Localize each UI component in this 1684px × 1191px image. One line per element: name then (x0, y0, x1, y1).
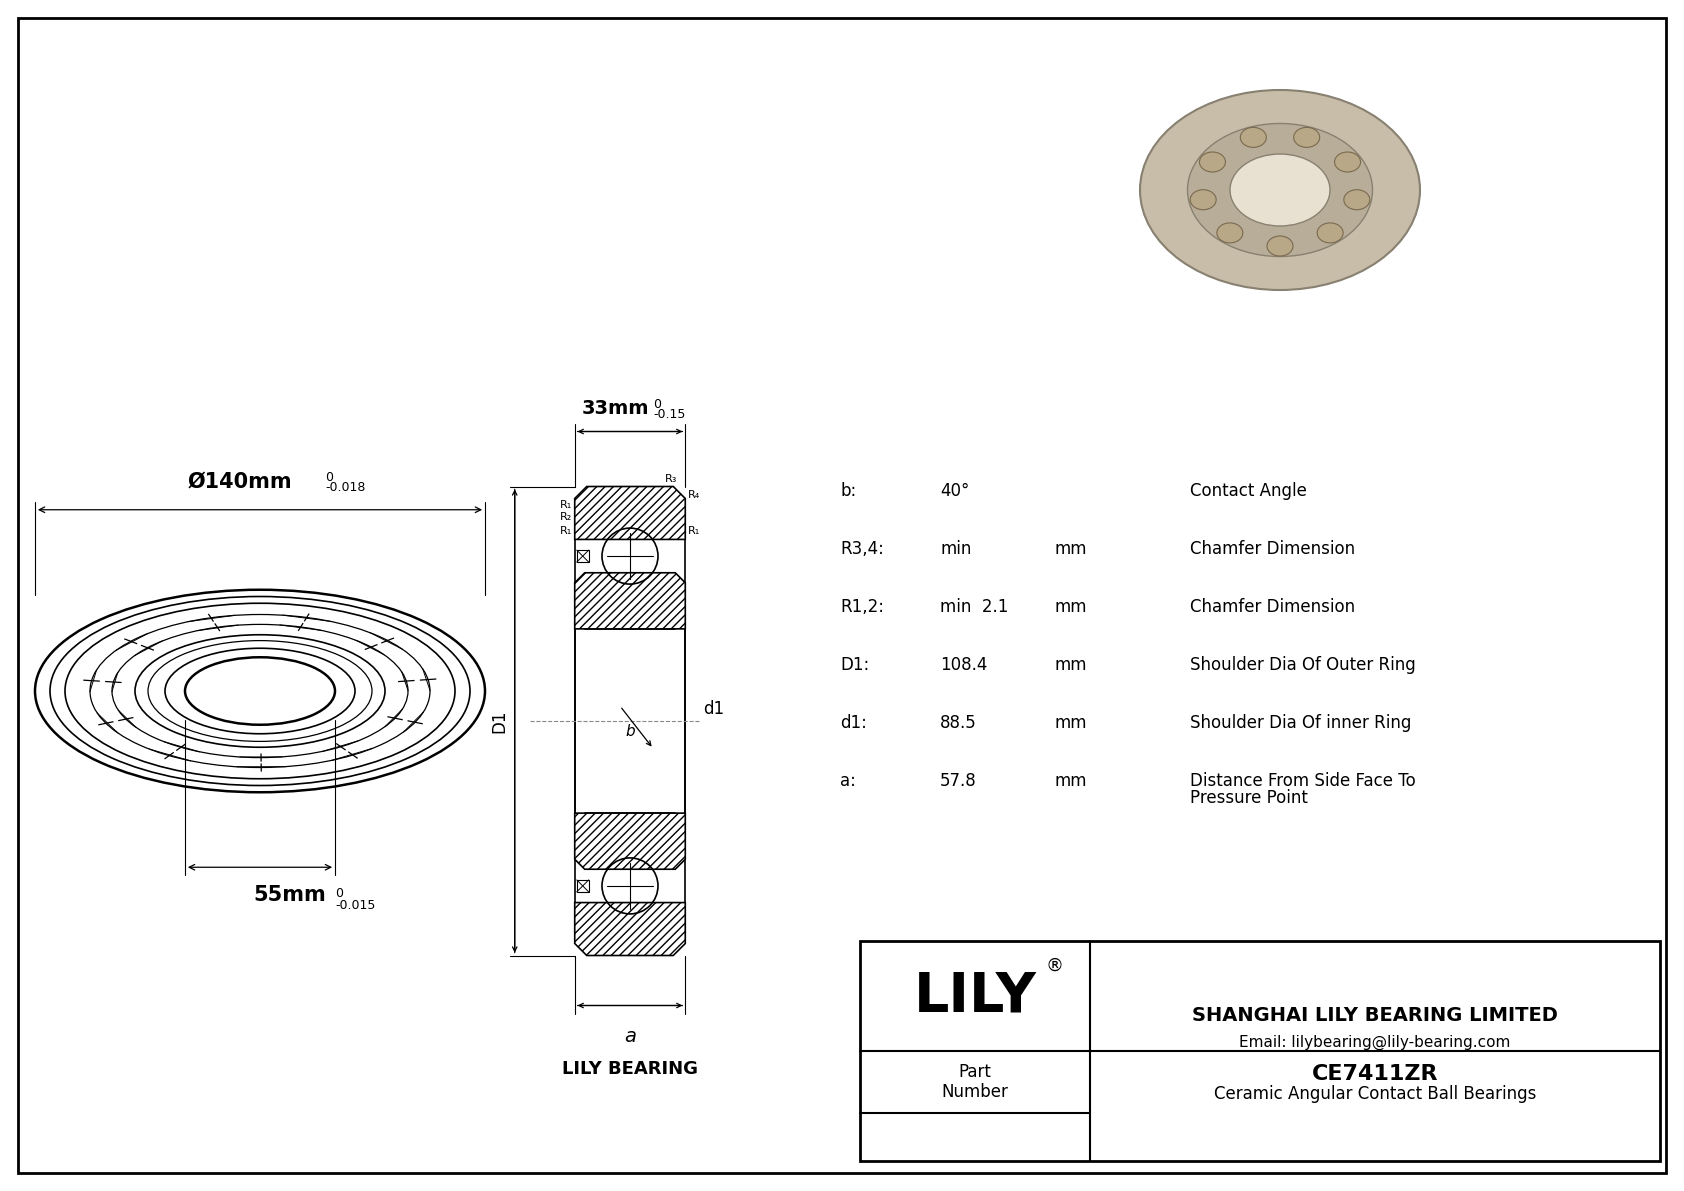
Text: Ø140mm: Ø140mm (187, 472, 293, 492)
Text: R₂: R₂ (559, 511, 573, 522)
Text: R₄: R₄ (689, 490, 701, 499)
Ellipse shape (1334, 152, 1361, 172)
Text: Chamfer Dimension: Chamfer Dimension (1191, 540, 1356, 559)
Polygon shape (574, 813, 685, 869)
Text: R₁: R₁ (689, 526, 701, 536)
Ellipse shape (1191, 189, 1216, 210)
Ellipse shape (1344, 189, 1369, 210)
Text: LILY BEARING: LILY BEARING (562, 1060, 697, 1079)
Text: ®: ® (1046, 958, 1064, 975)
Ellipse shape (1199, 152, 1226, 172)
Text: D1:: D1: (840, 656, 869, 674)
Text: -0.015: -0.015 (335, 899, 376, 912)
Ellipse shape (1187, 124, 1372, 256)
Text: 40°: 40° (940, 482, 970, 500)
Text: Chamfer Dimension: Chamfer Dimension (1191, 598, 1356, 616)
Text: SHANGHAI LILY BEARING LIMITED: SHANGHAI LILY BEARING LIMITED (1192, 1006, 1558, 1025)
Text: b:: b: (840, 482, 855, 500)
Ellipse shape (1317, 223, 1344, 243)
Text: R₂: R₂ (579, 526, 593, 536)
Text: mm: mm (1054, 598, 1088, 616)
Ellipse shape (1140, 91, 1420, 289)
Polygon shape (574, 903, 685, 955)
Text: R₃: R₃ (665, 474, 677, 485)
Text: a:: a: (840, 772, 855, 790)
Ellipse shape (1266, 236, 1293, 256)
Text: 108.4: 108.4 (940, 656, 987, 674)
Text: min  2.1: min 2.1 (940, 598, 1009, 616)
Text: Shoulder Dia Of Outer Ring: Shoulder Dia Of Outer Ring (1191, 656, 1416, 674)
Text: Contact Angle: Contact Angle (1191, 482, 1307, 500)
Text: min: min (940, 540, 972, 559)
Text: D1: D1 (490, 710, 509, 732)
Text: R₁: R₁ (559, 499, 573, 510)
Text: R₂: R₂ (667, 526, 680, 536)
Bar (576, 550, 589, 562)
Text: R3,4:: R3,4: (840, 540, 884, 559)
Text: 33mm: 33mm (581, 399, 648, 418)
Text: b: b (625, 724, 635, 738)
Text: mm: mm (1054, 772, 1088, 790)
Text: Email: lilybearing@lily-bearing.com: Email: lilybearing@lily-bearing.com (1239, 1035, 1511, 1049)
Text: -0.15: -0.15 (653, 409, 685, 422)
Text: 55mm: 55mm (254, 885, 327, 905)
Polygon shape (574, 486, 685, 540)
Text: 57.8: 57.8 (940, 772, 977, 790)
Polygon shape (574, 573, 685, 629)
Text: R₁: R₁ (559, 526, 573, 536)
Text: R1,2:: R1,2: (840, 598, 884, 616)
Bar (576, 880, 589, 892)
Text: LILY: LILY (913, 969, 1036, 1023)
Ellipse shape (1218, 223, 1243, 243)
Text: d1:: d1: (840, 713, 867, 732)
Ellipse shape (1229, 154, 1330, 226)
Text: d1: d1 (704, 700, 724, 718)
Text: 0: 0 (325, 470, 333, 484)
Text: Pressure Point: Pressure Point (1191, 788, 1308, 807)
Text: a: a (625, 1028, 637, 1047)
Ellipse shape (1241, 127, 1266, 148)
Text: mm: mm (1054, 713, 1088, 732)
Text: 88.5: 88.5 (940, 713, 977, 732)
Ellipse shape (1293, 127, 1320, 148)
Text: Number: Number (941, 1083, 1009, 1100)
Text: Part: Part (958, 1062, 992, 1080)
Bar (861, 941, 1660, 1161)
Text: -0.018: -0.018 (325, 481, 365, 494)
Text: 0: 0 (653, 399, 662, 412)
Text: Shoulder Dia Of inner Ring: Shoulder Dia Of inner Ring (1191, 713, 1411, 732)
Text: Distance From Side Face To: Distance From Side Face To (1191, 772, 1416, 790)
Text: 0: 0 (335, 887, 344, 900)
Text: Ceramic Angular Contact Ball Bearings: Ceramic Angular Contact Ball Bearings (1214, 1085, 1536, 1103)
Text: mm: mm (1054, 656, 1088, 674)
Text: CE7411ZR: CE7411ZR (1312, 1064, 1438, 1084)
Text: mm: mm (1054, 540, 1088, 559)
